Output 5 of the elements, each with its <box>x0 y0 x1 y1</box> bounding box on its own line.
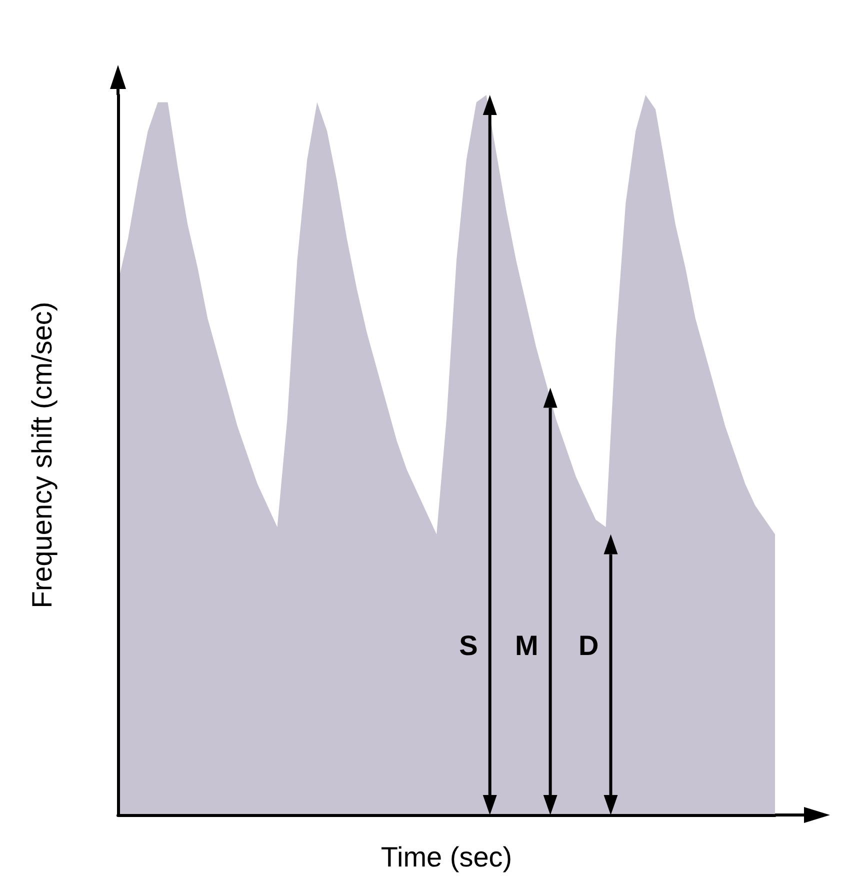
annotation: M <box>514 630 538 661</box>
x-axis-title: Time (sec) <box>380 842 512 872</box>
annotation: S <box>459 630 478 661</box>
annotation: D <box>578 630 599 661</box>
y-axis-title: Frequency shift (cm/sec) <box>26 302 58 608</box>
